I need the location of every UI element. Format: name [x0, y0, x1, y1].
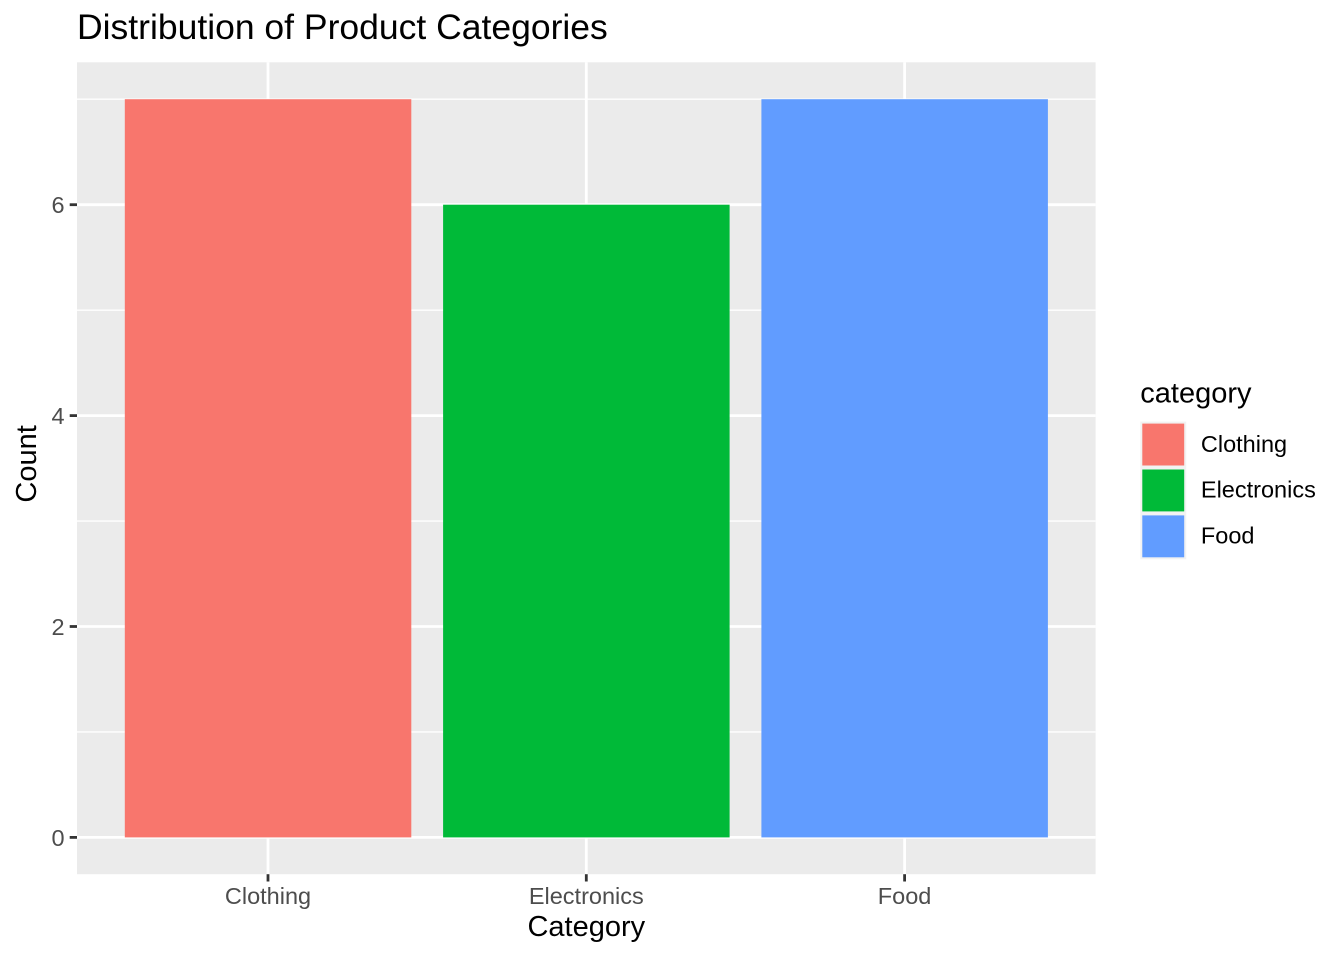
svg-text:4: 4 — [52, 403, 65, 429]
svg-text:Food: Food — [1201, 523, 1255, 549]
svg-text:category: category — [1140, 377, 1252, 409]
svg-text:Clothing: Clothing — [225, 883, 311, 909]
svg-text:6: 6 — [52, 192, 65, 218]
svg-text:Electronics: Electronics — [529, 883, 644, 909]
svg-text:0: 0 — [52, 825, 65, 851]
svg-text:Count: Count — [11, 425, 43, 502]
svg-text:Distribution of Product Catego: Distribution of Product Categories — [77, 7, 608, 47]
svg-text:Clothing: Clothing — [1201, 431, 1287, 457]
svg-text:Food: Food — [878, 883, 932, 909]
svg-text:2: 2 — [52, 614, 65, 640]
svg-text:Category: Category — [527, 911, 645, 943]
svg-text:Electronics: Electronics — [1201, 477, 1316, 503]
